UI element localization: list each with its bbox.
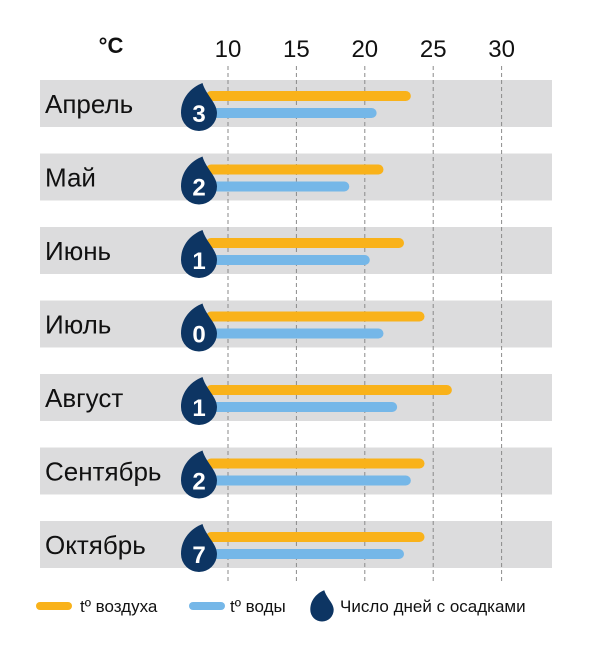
chart-row: Июнь 1 [45,230,404,278]
rain-drop-icon [181,377,217,425]
chart-row: Октябрь 7 [45,524,425,572]
rain-days-label: 2 [192,175,205,202]
x-tick-label: 15 [283,36,310,63]
rain-days-label: 1 [192,248,205,275]
rain-days-label: 7 [192,542,205,569]
month-label: Июнь [45,236,111,266]
rain-drop-icon [181,303,217,352]
rain-days-label: 2 [192,469,205,496]
rain-drop-icon [181,83,217,131]
rain-drop-icon [181,524,217,572]
legend: tº воздуха tº воды Число дней с осадками [36,590,526,622]
chart-row: Август 1 [45,377,452,425]
chart-row: Июль 0 [45,303,425,352]
rain-days-label: 1 [192,395,205,422]
rain-days-label: 0 [192,322,205,349]
month-label: Май [45,163,96,193]
x-tick-label: 20 [351,36,378,63]
legend-rain-label: Число дней с осадками [340,597,526,616]
chart-row: Сентябрь 2 [45,450,425,499]
legend-air-label: tº воздуха [80,597,158,616]
x-tick-label: 10 [215,36,242,63]
chart-row: Апрель 3 [45,83,411,131]
chart-row: Май 2 [45,156,384,205]
x-tick-labels: 10 15 20 25 30 [215,36,515,63]
legend-water-label: tº воды [230,597,286,616]
x-tick-label: 25 [420,36,447,63]
rain-drop-icon [181,156,217,205]
rain-drop-icon [181,450,217,499]
x-tick-label: 30 [488,36,515,63]
month-label: Июль [45,310,111,340]
rain-days-label: 3 [192,101,205,128]
grid-lines [227,66,503,582]
month-label: Апрель [45,89,133,119]
legend-rain-drop-icon [310,590,334,622]
rain-drop-icon [181,230,217,278]
month-label: Сентябрь [45,457,161,487]
month-label: Август [45,383,123,413]
unit-label: °C [99,33,124,58]
chart-rows: Апрель 3 Май 2 Июнь 1 Июль 0 Август 1 Сентябрь 2 Окт… [45,83,452,572]
month-label: Октябрь [45,530,146,560]
